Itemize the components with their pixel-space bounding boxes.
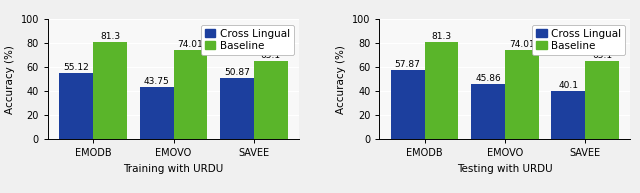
Legend: Cross Lingual, Baseline: Cross Lingual, Baseline — [532, 25, 625, 55]
Text: 57.87: 57.87 — [395, 60, 420, 69]
Text: 74.01: 74.01 — [509, 41, 534, 49]
Bar — [254, 61, 287, 139]
Bar — [552, 91, 585, 139]
Bar — [505, 50, 539, 139]
Text: 74.01: 74.01 — [177, 41, 204, 49]
Bar — [471, 84, 505, 139]
Text: 43.75: 43.75 — [144, 77, 170, 86]
Bar — [93, 42, 127, 139]
Text: 65.1: 65.1 — [592, 51, 612, 60]
Bar — [140, 87, 173, 139]
Text: 45.86: 45.86 — [475, 74, 501, 83]
X-axis label: Training with URDU: Training with URDU — [124, 163, 223, 174]
Text: 81.3: 81.3 — [431, 32, 451, 41]
Y-axis label: Accuracy (%): Accuracy (%) — [337, 45, 346, 113]
Bar — [173, 50, 207, 139]
Bar — [220, 78, 254, 139]
Bar — [391, 70, 424, 139]
Text: 65.1: 65.1 — [260, 51, 281, 60]
X-axis label: Testing with URDU: Testing with URDU — [457, 163, 553, 174]
Text: 50.87: 50.87 — [224, 68, 250, 77]
Bar — [424, 42, 458, 139]
Text: 40.1: 40.1 — [558, 81, 579, 90]
Bar — [585, 61, 619, 139]
Bar — [60, 73, 93, 139]
Y-axis label: Accuracy (%): Accuracy (%) — [5, 45, 15, 113]
Text: 55.12: 55.12 — [63, 63, 89, 72]
Text: 81.3: 81.3 — [100, 32, 120, 41]
Legend: Cross Lingual, Baseline: Cross Lingual, Baseline — [201, 25, 294, 55]
